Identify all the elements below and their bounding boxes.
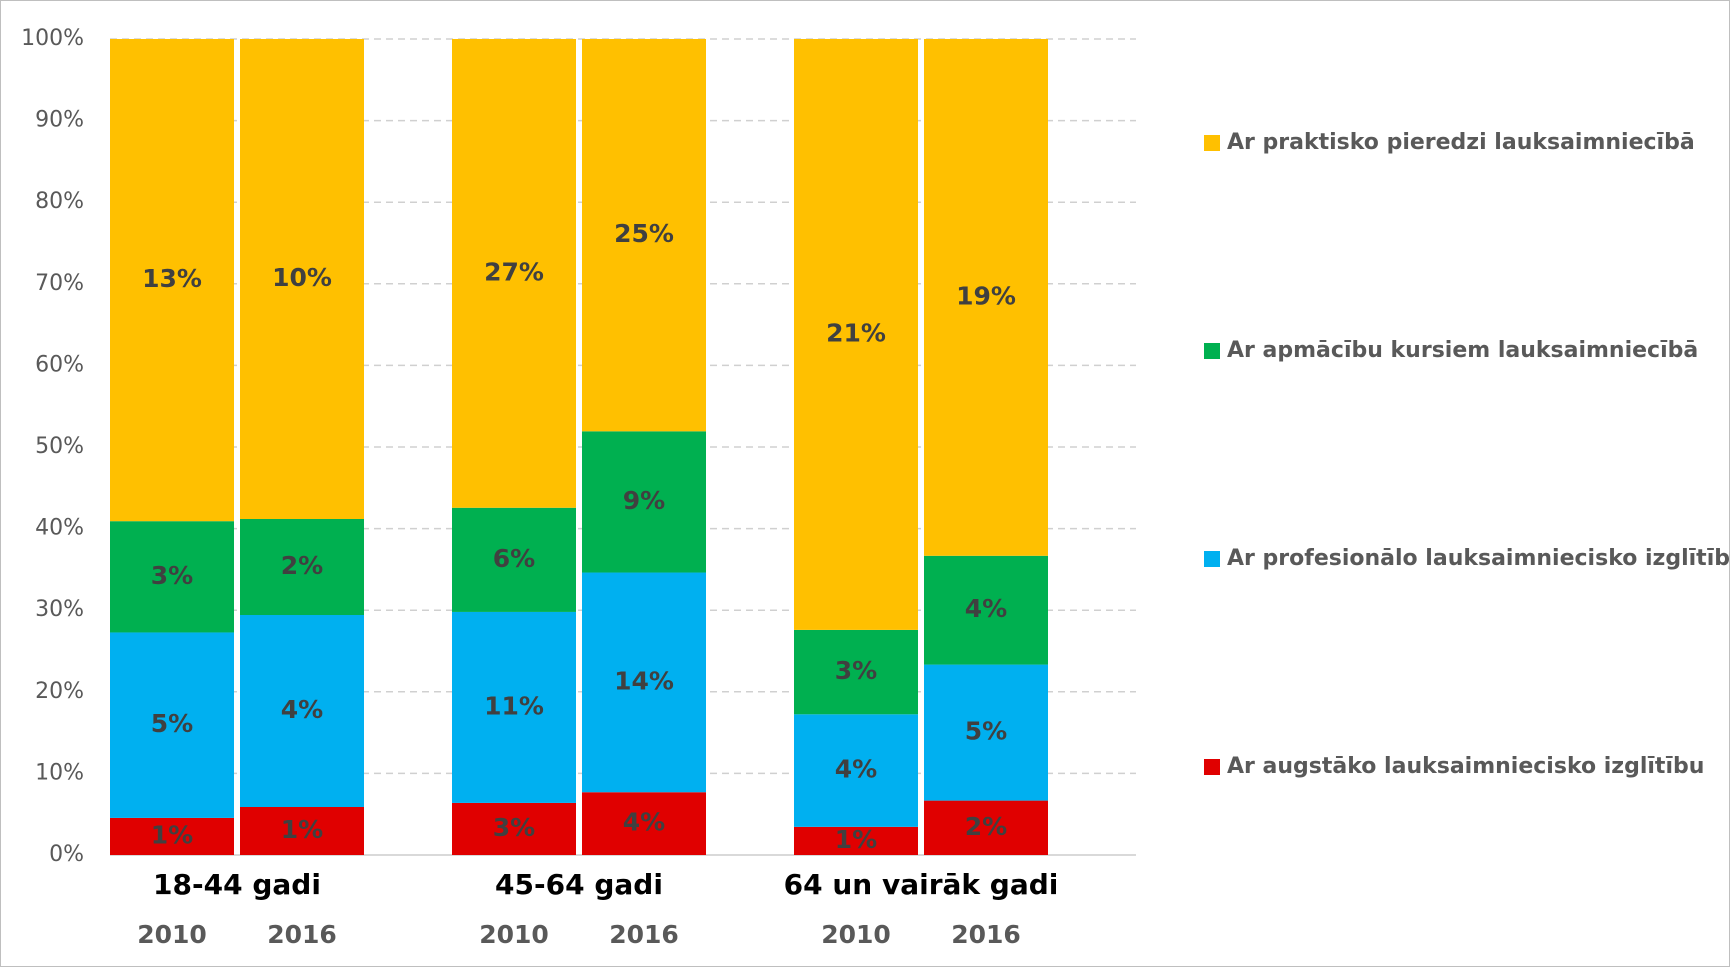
bar-segment <box>240 39 364 519</box>
data-label: 4% <box>965 594 1007 623</box>
data-label: 1% <box>835 825 877 854</box>
data-label: 6% <box>493 544 535 573</box>
data-label: 13% <box>142 264 202 293</box>
legend-label: Ar augstāko lauksaimniecisko izglītību <box>1227 754 1704 779</box>
data-label: 19% <box>956 281 1016 310</box>
bar-segment <box>582 572 706 793</box>
data-label: 1% <box>281 815 323 844</box>
bar-segment <box>794 826 918 855</box>
y-tick-label: 30% <box>35 597 84 622</box>
data-label: 14% <box>614 666 674 695</box>
bar-segment <box>924 555 1048 665</box>
y-tick-label: 20% <box>35 679 84 704</box>
y-tick-label: 50% <box>35 434 84 459</box>
bar-segment <box>924 664 1048 801</box>
y-tick-label: 80% <box>35 189 84 214</box>
bar-segment <box>924 39 1048 556</box>
legend-swatch <box>1204 343 1220 359</box>
bar-segment <box>240 615 364 807</box>
data-label: 27% <box>484 257 544 286</box>
y-tick-label: 10% <box>35 760 84 785</box>
bar-segment <box>110 817 234 855</box>
y-tick-label: 70% <box>35 271 84 296</box>
data-label: 10% <box>272 263 332 292</box>
data-label: 11% <box>484 691 544 720</box>
data-label: 1% <box>151 820 193 849</box>
legend-label: Ar profesionālo lauksaimniecisko izglītī… <box>1227 546 1730 571</box>
x-tick-label: 2016 <box>951 920 1021 949</box>
data-label: 2% <box>281 551 323 580</box>
y-tick-label: 100% <box>21 26 84 51</box>
bar-segment <box>924 800 1048 855</box>
legend-swatch <box>1204 759 1220 775</box>
data-label: 25% <box>614 219 674 248</box>
bar-segment <box>110 39 234 522</box>
data-label: 4% <box>623 808 665 837</box>
bar-segment <box>452 802 576 855</box>
legend-swatch <box>1204 135 1220 151</box>
bar-segment <box>794 714 918 827</box>
data-label: 3% <box>493 813 535 842</box>
bar-segment <box>452 507 576 612</box>
data-label: 3% <box>151 561 193 590</box>
bar-segment <box>452 39 576 508</box>
data-label: 4% <box>835 755 877 784</box>
y-tick-label: 0% <box>49 842 84 867</box>
bar-segment <box>110 521 234 633</box>
bar-segment <box>582 792 706 855</box>
y-tick-label: 90% <box>35 108 84 133</box>
legend-swatch <box>1204 551 1220 567</box>
group-label: 45-64 gadi <box>495 868 663 901</box>
group-label: 18-44 gadi <box>153 868 321 901</box>
x-tick-label: 2010 <box>137 920 207 949</box>
legend-label: Ar praktisko pieredzi lauksaimniecībā <box>1227 130 1695 155</box>
data-label: 21% <box>826 318 886 347</box>
data-label: 3% <box>835 656 877 685</box>
x-tick-label: 2016 <box>267 920 337 949</box>
bar-segment <box>582 39 706 432</box>
data-label: 5% <box>965 717 1007 746</box>
data-label: 4% <box>281 695 323 724</box>
bar-segment <box>452 611 576 803</box>
data-label: 2% <box>965 812 1007 841</box>
bar-segment <box>110 632 234 818</box>
data-label: 5% <box>151 709 193 738</box>
y-tick-label: 60% <box>35 352 84 377</box>
x-tick-label: 2016 <box>609 920 679 949</box>
data-label: 9% <box>623 486 665 515</box>
x-tick-label: 2010 <box>479 920 549 949</box>
bar-segment <box>240 807 364 855</box>
legend-label: Ar apmācību kursiem lauksaimniecībā <box>1227 338 1698 363</box>
x-tick-label: 2010 <box>821 920 891 949</box>
bar-segment <box>794 629 918 715</box>
bar-segment <box>240 519 364 615</box>
group-label: 64 un vairāk gadi <box>784 868 1059 901</box>
y-tick-label: 40% <box>35 516 84 541</box>
bar-segment <box>582 431 706 573</box>
bar-segment <box>794 39 918 630</box>
